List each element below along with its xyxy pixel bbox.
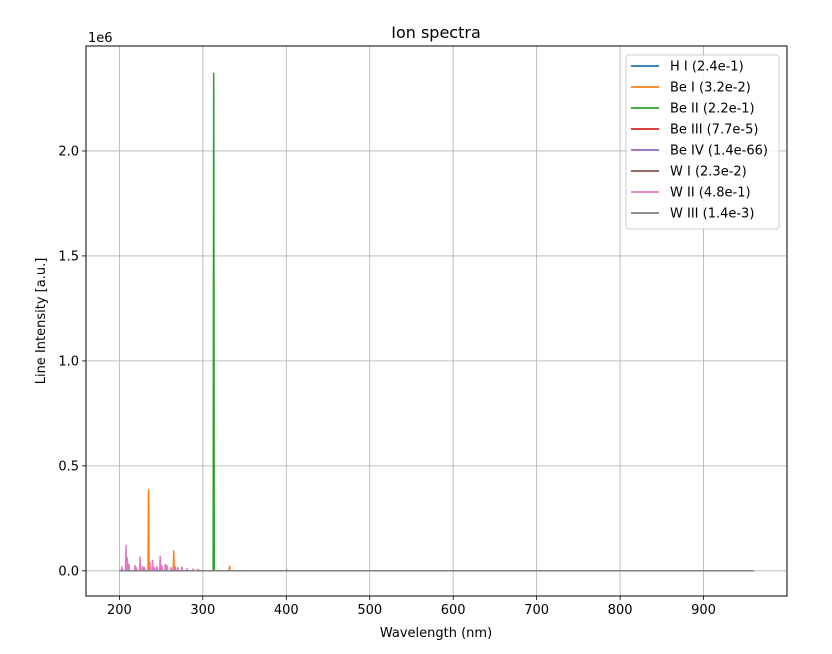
y-offset-label: 1e6 — [88, 31, 113, 46]
plot-area-frame — [85, 45, 788, 597]
x-tick-label: 600 — [441, 603, 466, 618]
y-tick-label: 2.0 — [58, 144, 79, 159]
x-tick-label: 700 — [524, 603, 549, 618]
y-axis-ticks: 0.0 0.5 1.0 1.5 2.0 — [58, 144, 86, 579]
legend-label: H I (2.4e-1) — [670, 60, 744, 75]
y-tick-label: 0.0 — [58, 564, 79, 579]
x-tick-label: 200 — [107, 603, 132, 618]
x-axis-label: Wavelength (nm) — [380, 626, 492, 641]
legend-label: Be I (3.2e-2) — [670, 81, 751, 96]
legend-label: Be III (7.7e-5) — [670, 123, 758, 138]
legend-label: Be II (2.2e-1) — [670, 102, 755, 117]
x-axis-ticks: 200 300 400 500 600 700 800 900 — [107, 596, 716, 618]
series-line — [119, 544, 754, 572]
x-tick-label: 900 — [691, 603, 716, 618]
legend: H I (2.4e-1) Be I (3.2e-2) Be II (2.2e-1) B… — [625, 54, 780, 230]
legend-label: W II (4.8e-1) — [670, 186, 751, 201]
legend-label: W III (1.4e-3) — [670, 207, 754, 222]
x-tick-label: 400 — [274, 603, 299, 618]
y-tick-label: 1.0 — [58, 354, 79, 369]
legend-label: W I (2.3e-2) — [670, 165, 747, 180]
x-tick-label: 300 — [190, 603, 215, 618]
legend-box — [625, 54, 780, 230]
chart-title: Ion spectra — [391, 23, 481, 42]
plot-series — [119, 72, 754, 572]
y-tick-label: 1.5 — [58, 249, 79, 264]
legend-label: Be IV (1.4e-66) — [670, 144, 768, 159]
x-tick-label: 800 — [608, 603, 633, 618]
x-tick-label: 500 — [357, 603, 382, 618]
y-tick-label: 0.5 — [58, 459, 79, 474]
y-axis-label: Line Intensity [a.u.] — [34, 258, 49, 385]
